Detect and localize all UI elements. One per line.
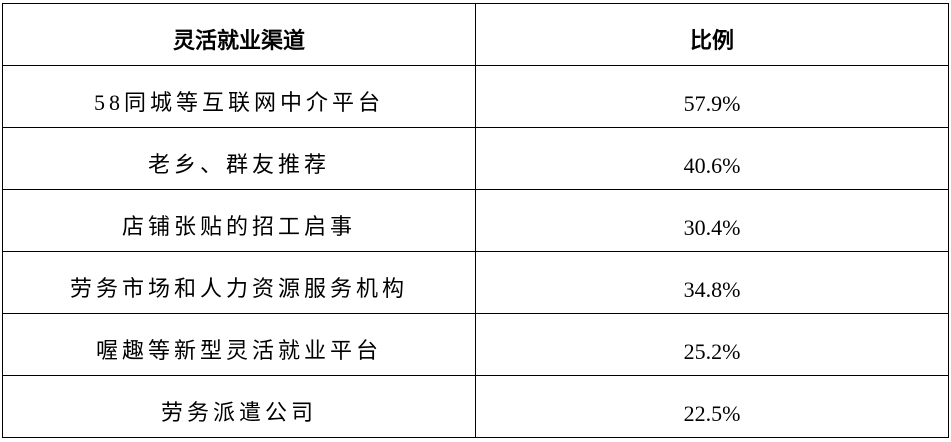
channel-cell: 喔趣等新型灵活就业平台	[2, 313, 476, 376]
table-row: 店铺张贴的招工启事 30.4%	[2, 189, 949, 252]
flexible-employment-channels-table: 灵活就业渠道 比例 58同城等互联网中介平台 57.9% 老乡、群友推荐 40.…	[2, 3, 949, 438]
channel-cell: 劳务派遣公司	[2, 375, 476, 438]
ratio-cell: 22.5%	[475, 375, 949, 438]
ratio-cell: 30.4%	[475, 189, 949, 252]
ratio-cell: 25.2%	[475, 313, 949, 376]
header-channel: 灵活就业渠道	[2, 3, 476, 66]
channel-cell: 老乡、群友推荐	[2, 127, 476, 190]
ratio-cell: 34.8%	[475, 251, 949, 314]
channel-cell: 店铺张贴的招工启事	[2, 189, 476, 252]
header-ratio: 比例	[475, 3, 949, 66]
table-row: 劳务市场和人力资源服务机构 34.8%	[2, 251, 949, 314]
table-row: 喔趣等新型灵活就业平台 25.2%	[2, 313, 949, 376]
table-row: 劳务派遣公司 22.5%	[2, 375, 949, 438]
table-row: 58同城等互联网中介平台 57.9%	[2, 65, 949, 128]
ratio-cell: 57.9%	[475, 65, 949, 128]
header-row: 灵活就业渠道 比例	[2, 3, 949, 66]
ratio-cell: 40.6%	[475, 127, 949, 190]
channel-cell: 58同城等互联网中介平台	[2, 65, 476, 128]
table-row: 老乡、群友推荐 40.6%	[2, 127, 949, 190]
channel-cell: 劳务市场和人力资源服务机构	[2, 251, 476, 314]
